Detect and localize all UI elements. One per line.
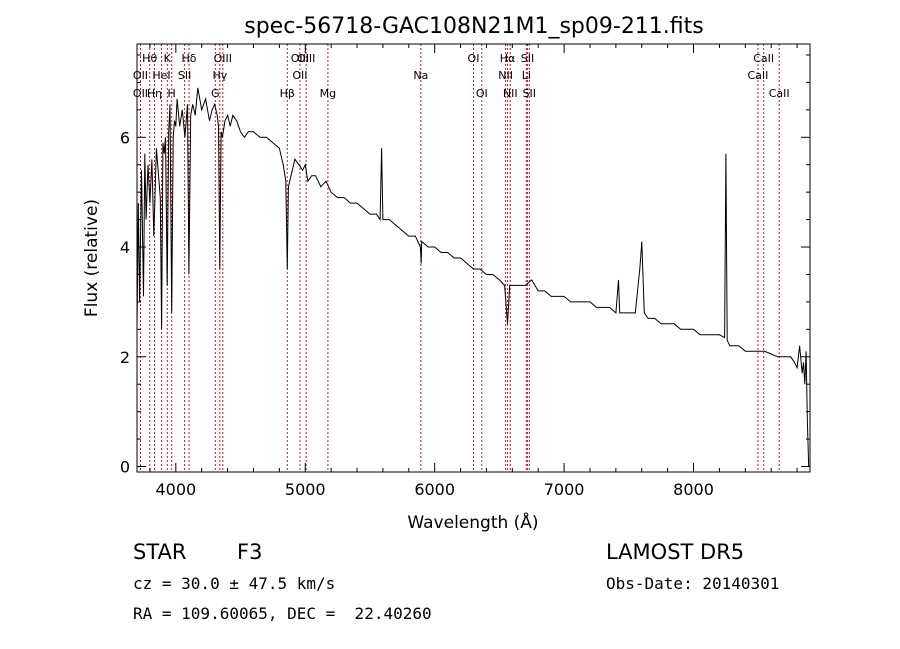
plot-frame xyxy=(136,43,811,473)
marker-label: OII xyxy=(292,69,307,82)
marker-label: Hβ xyxy=(280,87,295,100)
y-tick-label: 0 xyxy=(120,458,130,477)
y-tick-label: 2 xyxy=(120,348,130,367)
marker-label: CaII xyxy=(753,52,774,65)
x-tick-label: 8000 xyxy=(673,480,714,499)
marker-label: NII xyxy=(503,87,518,100)
object-subclass: F3 xyxy=(237,540,263,564)
x-axis-label: Wavelength (Å) xyxy=(407,511,538,533)
marker-label: Mg xyxy=(320,87,336,100)
spectral-line-labels: HθOIIOIIHηHeIKHHδSIIOIIIHγGOIIIOIIIOIIHβ… xyxy=(133,52,790,100)
y-axis-label: Flux (relative) xyxy=(82,199,102,317)
marker-label: SII xyxy=(178,69,191,82)
marker-label: G xyxy=(211,87,220,100)
marker-label: NII xyxy=(498,69,513,82)
x-tick-label: 6000 xyxy=(414,480,455,499)
marker-label: OI xyxy=(476,87,488,100)
marker-label: OIII xyxy=(297,52,315,65)
marker-label: OI xyxy=(468,52,480,65)
marker-label: Hδ xyxy=(182,52,197,65)
marker-label: OII xyxy=(133,87,148,100)
spectrum-series-line xyxy=(136,87,810,467)
marker-label: CaII xyxy=(769,87,790,100)
x-axis: 4000 5000 6000 7000 8000 xyxy=(149,44,798,499)
marker-label: CaII xyxy=(748,69,769,82)
marker-label: K xyxy=(164,52,172,65)
marker-label: SII xyxy=(523,87,536,100)
y-axis: 0 2 4 6 xyxy=(120,54,810,477)
marker-label: OIII xyxy=(291,52,309,65)
marker-label: H xyxy=(168,87,176,100)
marker-label: Hα xyxy=(500,52,516,65)
y-tick-label: 6 xyxy=(120,128,130,147)
marker-label: OII xyxy=(133,69,148,82)
marker-label: HeI xyxy=(152,69,170,82)
x-tick-label: 7000 xyxy=(544,480,585,499)
observation-date: Obs-Date: 20140301 xyxy=(606,574,780,593)
coordinates-readout: RA = 109.60065, DEC = 22.40260 xyxy=(133,604,432,623)
x-tick-label: 5000 xyxy=(285,480,326,499)
marker-label: Hη xyxy=(147,87,162,100)
object-class: STAR xyxy=(133,540,187,564)
marker-label: OIII xyxy=(214,52,232,65)
chart-title: spec-56718-GAC108N21M1_sp09-211.fits xyxy=(244,14,704,39)
y-tick-label: 4 xyxy=(120,238,130,257)
marker-label: Hγ xyxy=(212,69,227,82)
velocity-readout: cz = 30.0 ± 47.5 km/s xyxy=(133,574,336,593)
marker-label: Hθ xyxy=(142,52,157,65)
marker-label: SII xyxy=(521,52,534,65)
spectral-line-markers xyxy=(139,44,780,472)
marker-label: Na xyxy=(413,69,428,82)
marker-label: Li xyxy=(522,69,531,82)
survey-name: LAMOST DR5 xyxy=(606,540,745,564)
x-tick-label: 4000 xyxy=(155,480,196,499)
